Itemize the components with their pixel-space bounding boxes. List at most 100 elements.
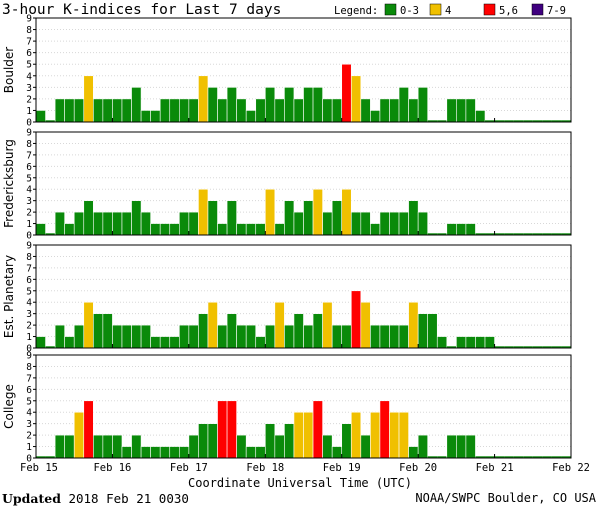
bar (102, 434, 113, 459)
bar (54, 98, 65, 123)
bar (408, 301, 419, 349)
bar (102, 313, 113, 349)
y-tick-label: 3 (26, 83, 32, 94)
bar (179, 324, 190, 349)
bar (131, 87, 142, 123)
x-tick-label: Feb 21 (476, 462, 514, 474)
bar (112, 211, 123, 236)
y-tick-label: 5 (26, 173, 32, 184)
bar (131, 200, 142, 236)
y-tick-label: 0 (26, 454, 32, 465)
y-tick-label: 7 (26, 373, 32, 384)
bar (331, 98, 343, 123)
bar (408, 446, 419, 459)
bar (264, 188, 276, 236)
bar (389, 411, 400, 459)
bar (341, 423, 352, 459)
bar (198, 75, 209, 123)
y-tick-label: 3 (26, 419, 32, 430)
bar (341, 188, 352, 236)
bar (150, 223, 161, 236)
bar (465, 98, 476, 123)
bar (456, 98, 467, 123)
bar (64, 98, 75, 123)
bar (255, 98, 266, 123)
bar (379, 211, 390, 236)
data-source: NOAA/SWPC Boulder, CO USA (415, 491, 596, 505)
bar (188, 324, 199, 349)
bar (370, 110, 381, 123)
bar (350, 211, 362, 236)
bar (121, 98, 132, 123)
bar (456, 336, 467, 349)
y-tick-label: 4 (26, 408, 32, 419)
legend-label: Legend: (334, 5, 378, 17)
bar (331, 200, 343, 236)
bar (417, 313, 428, 349)
bar (255, 336, 266, 349)
bar (360, 434, 371, 459)
bar (341, 324, 352, 349)
bar (188, 211, 199, 236)
bar (379, 324, 390, 349)
bar (140, 324, 151, 349)
bar (131, 324, 142, 349)
bar (207, 87, 218, 123)
bar (274, 301, 285, 349)
legend-swatch-3 (531, 3, 544, 16)
bar (93, 211, 104, 236)
bar (303, 324, 314, 349)
bar (159, 446, 171, 459)
y-tick-label: 8 (26, 25, 32, 36)
bar (54, 211, 65, 236)
y-tick-label: 2 (26, 321, 32, 332)
bar (370, 324, 381, 349)
bar (236, 223, 247, 236)
bar (331, 446, 343, 459)
bar (83, 400, 94, 459)
bar (408, 200, 419, 236)
bar (207, 200, 218, 236)
bar (179, 211, 190, 236)
bar (73, 98, 85, 123)
bar (140, 446, 151, 459)
x-tick-label: Feb 17 (170, 462, 208, 474)
bar (398, 211, 409, 236)
y-tick-label: 6 (26, 162, 32, 173)
bar (427, 313, 438, 349)
y-tick-label: 4 (26, 185, 32, 196)
bar (379, 400, 390, 459)
bar (131, 434, 142, 459)
y-tick-label: 7 (26, 37, 32, 48)
bar (64, 434, 75, 459)
bar (245, 446, 257, 459)
bar (284, 87, 295, 123)
y-tick-label: 6 (26, 385, 32, 396)
bar (236, 324, 247, 349)
bar (255, 223, 266, 236)
bar (303, 411, 314, 459)
bar (188, 434, 199, 459)
bar (140, 211, 151, 236)
bar (360, 98, 371, 123)
bar (417, 211, 428, 236)
bar (102, 211, 113, 236)
y-tick-label: 5 (26, 60, 32, 71)
bar (83, 200, 94, 236)
bar (360, 211, 371, 236)
x-axis-label: Coordinate Universal Time (UTC) (188, 476, 412, 490)
y-tick-label: 0 (26, 118, 32, 129)
bar (398, 324, 409, 349)
bar (293, 313, 304, 349)
chart-title: 3-hour K-indices for Last 7 days (2, 2, 281, 18)
y-tick-label: 6 (26, 275, 32, 286)
bar (198, 313, 209, 349)
bar (446, 98, 457, 123)
bar (217, 324, 228, 349)
bar (73, 411, 85, 459)
bar (226, 400, 237, 459)
panel-frame (35, 244, 572, 349)
bar (150, 336, 161, 349)
bar (198, 423, 209, 459)
bar (73, 211, 85, 236)
